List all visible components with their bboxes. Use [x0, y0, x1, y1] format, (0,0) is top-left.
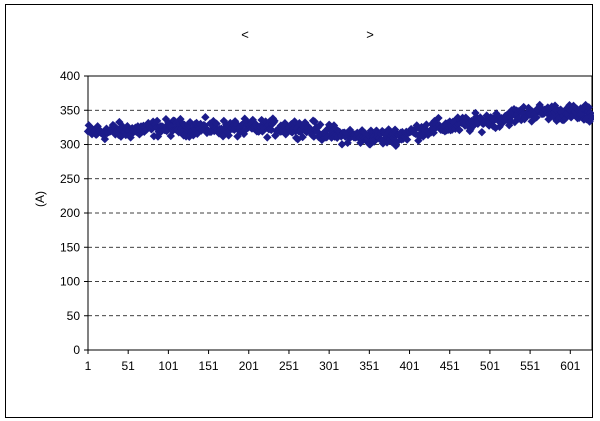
data-point: [242, 116, 251, 126]
data-point: [506, 116, 516, 126]
data-point: [115, 117, 124, 127]
data-point: [310, 117, 319, 126]
y-axis-label: (A): [33, 191, 47, 207]
data-point: [391, 141, 401, 150]
data-point: [192, 118, 201, 128]
data-point: [176, 114, 185, 124]
y-tick-label-200: 200: [60, 206, 80, 220]
data-point: [100, 134, 110, 144]
y-tick-label-350: 350: [60, 103, 80, 117]
axes: [84, 75, 593, 354]
data-point: [162, 126, 171, 136]
x-tick-label-1: 1: [85, 359, 92, 373]
x-tick-labels: 1 51 101 151 201 251 301 351 401 451 501 551 601: [85, 359, 581, 373]
y-tick-label-250: 250: [60, 172, 80, 186]
data-point: [148, 117, 158, 126]
data-point: [519, 102, 528, 112]
data-point: [505, 113, 515, 122]
data-points: [83, 100, 594, 150]
data-point: [191, 125, 200, 135]
data-point: [434, 113, 443, 123]
data-point: [390, 125, 400, 134]
data-point: [372, 126, 381, 135]
chart-title-left: <: [241, 27, 249, 42]
data-point: [118, 122, 127, 131]
y-tick-label-50: 50: [67, 309, 81, 323]
x-tick-label-151: 151: [199, 359, 219, 373]
data-point: [477, 127, 487, 137]
data-point: [214, 129, 224, 138]
x-tick-label-501: 501: [480, 359, 500, 373]
y-tick-label-400: 400: [60, 69, 80, 83]
data-point: [298, 132, 307, 142]
chart-frame: < > (A) 0 50 100 150 200 250 300 350 400 1 51 101 1…: [5, 4, 594, 418]
data-point: [225, 126, 234, 135]
data-point: [574, 106, 583, 115]
data-point: [84, 121, 94, 130]
data-point: [92, 130, 102, 139]
x-tick-label-601: 601: [560, 359, 580, 373]
x-tick-label-201: 201: [239, 359, 259, 373]
data-point: [185, 117, 195, 127]
y-tick-label-300: 300: [60, 138, 80, 152]
x-tick-label-301: 301: [319, 359, 339, 373]
data-point: [587, 113, 594, 122]
data-point: [168, 126, 177, 136]
x-tick-label-351: 351: [359, 359, 379, 373]
x-tick-label-451: 451: [440, 359, 460, 373]
data-point: [201, 113, 210, 122]
data-point: [309, 132, 319, 141]
data-point: [316, 120, 325, 129]
y-tick-label-0: 0: [73, 343, 80, 357]
data-point: [102, 124, 111, 133]
x-tick-label-51: 51: [122, 359, 136, 373]
data-point: [527, 117, 536, 126]
data-point: [532, 113, 541, 122]
data-point: [219, 116, 229, 126]
data-point: [212, 119, 221, 128]
data-point: [218, 132, 228, 141]
data-point: [584, 103, 593, 112]
data-point: [561, 114, 570, 123]
data-point: [152, 116, 162, 126]
x-tick-label-401: 401: [400, 359, 420, 373]
data-point: [241, 125, 250, 135]
data-point: [577, 107, 586, 116]
data-point: [524, 103, 533, 113]
data-point: [167, 122, 176, 131]
x-tick-label-101: 101: [158, 359, 178, 373]
data-point: [209, 116, 218, 126]
gridlines: [88, 109, 592, 317]
data-point: [263, 133, 272, 142]
data-point: [505, 121, 514, 130]
data-point: [270, 116, 279, 126]
data-point: [580, 105, 589, 114]
data-point: [402, 135, 412, 144]
y-tick-labels: 0 50 100 150 200 250 300 350 400: [60, 69, 80, 357]
data-point: [558, 111, 568, 121]
x-tick-label-251: 251: [279, 359, 299, 373]
data-point: [471, 108, 480, 118]
data-point: [565, 101, 574, 110]
chart-title-right: >: [366, 27, 374, 42]
y-tick-label-100: 100: [60, 275, 80, 289]
data-point: [455, 125, 464, 135]
x-tick-label-551: 551: [520, 359, 540, 373]
data-point: [578, 111, 587, 120]
y-tick-label-150: 150: [60, 240, 80, 254]
data-point: [422, 120, 431, 129]
data-point: [581, 100, 590, 110]
data-point: [110, 122, 119, 131]
data-point: [246, 119, 256, 129]
data-point: [224, 131, 233, 140]
data-point: [196, 119, 205, 129]
data-point: [518, 110, 528, 119]
data-point: [544, 115, 553, 124]
